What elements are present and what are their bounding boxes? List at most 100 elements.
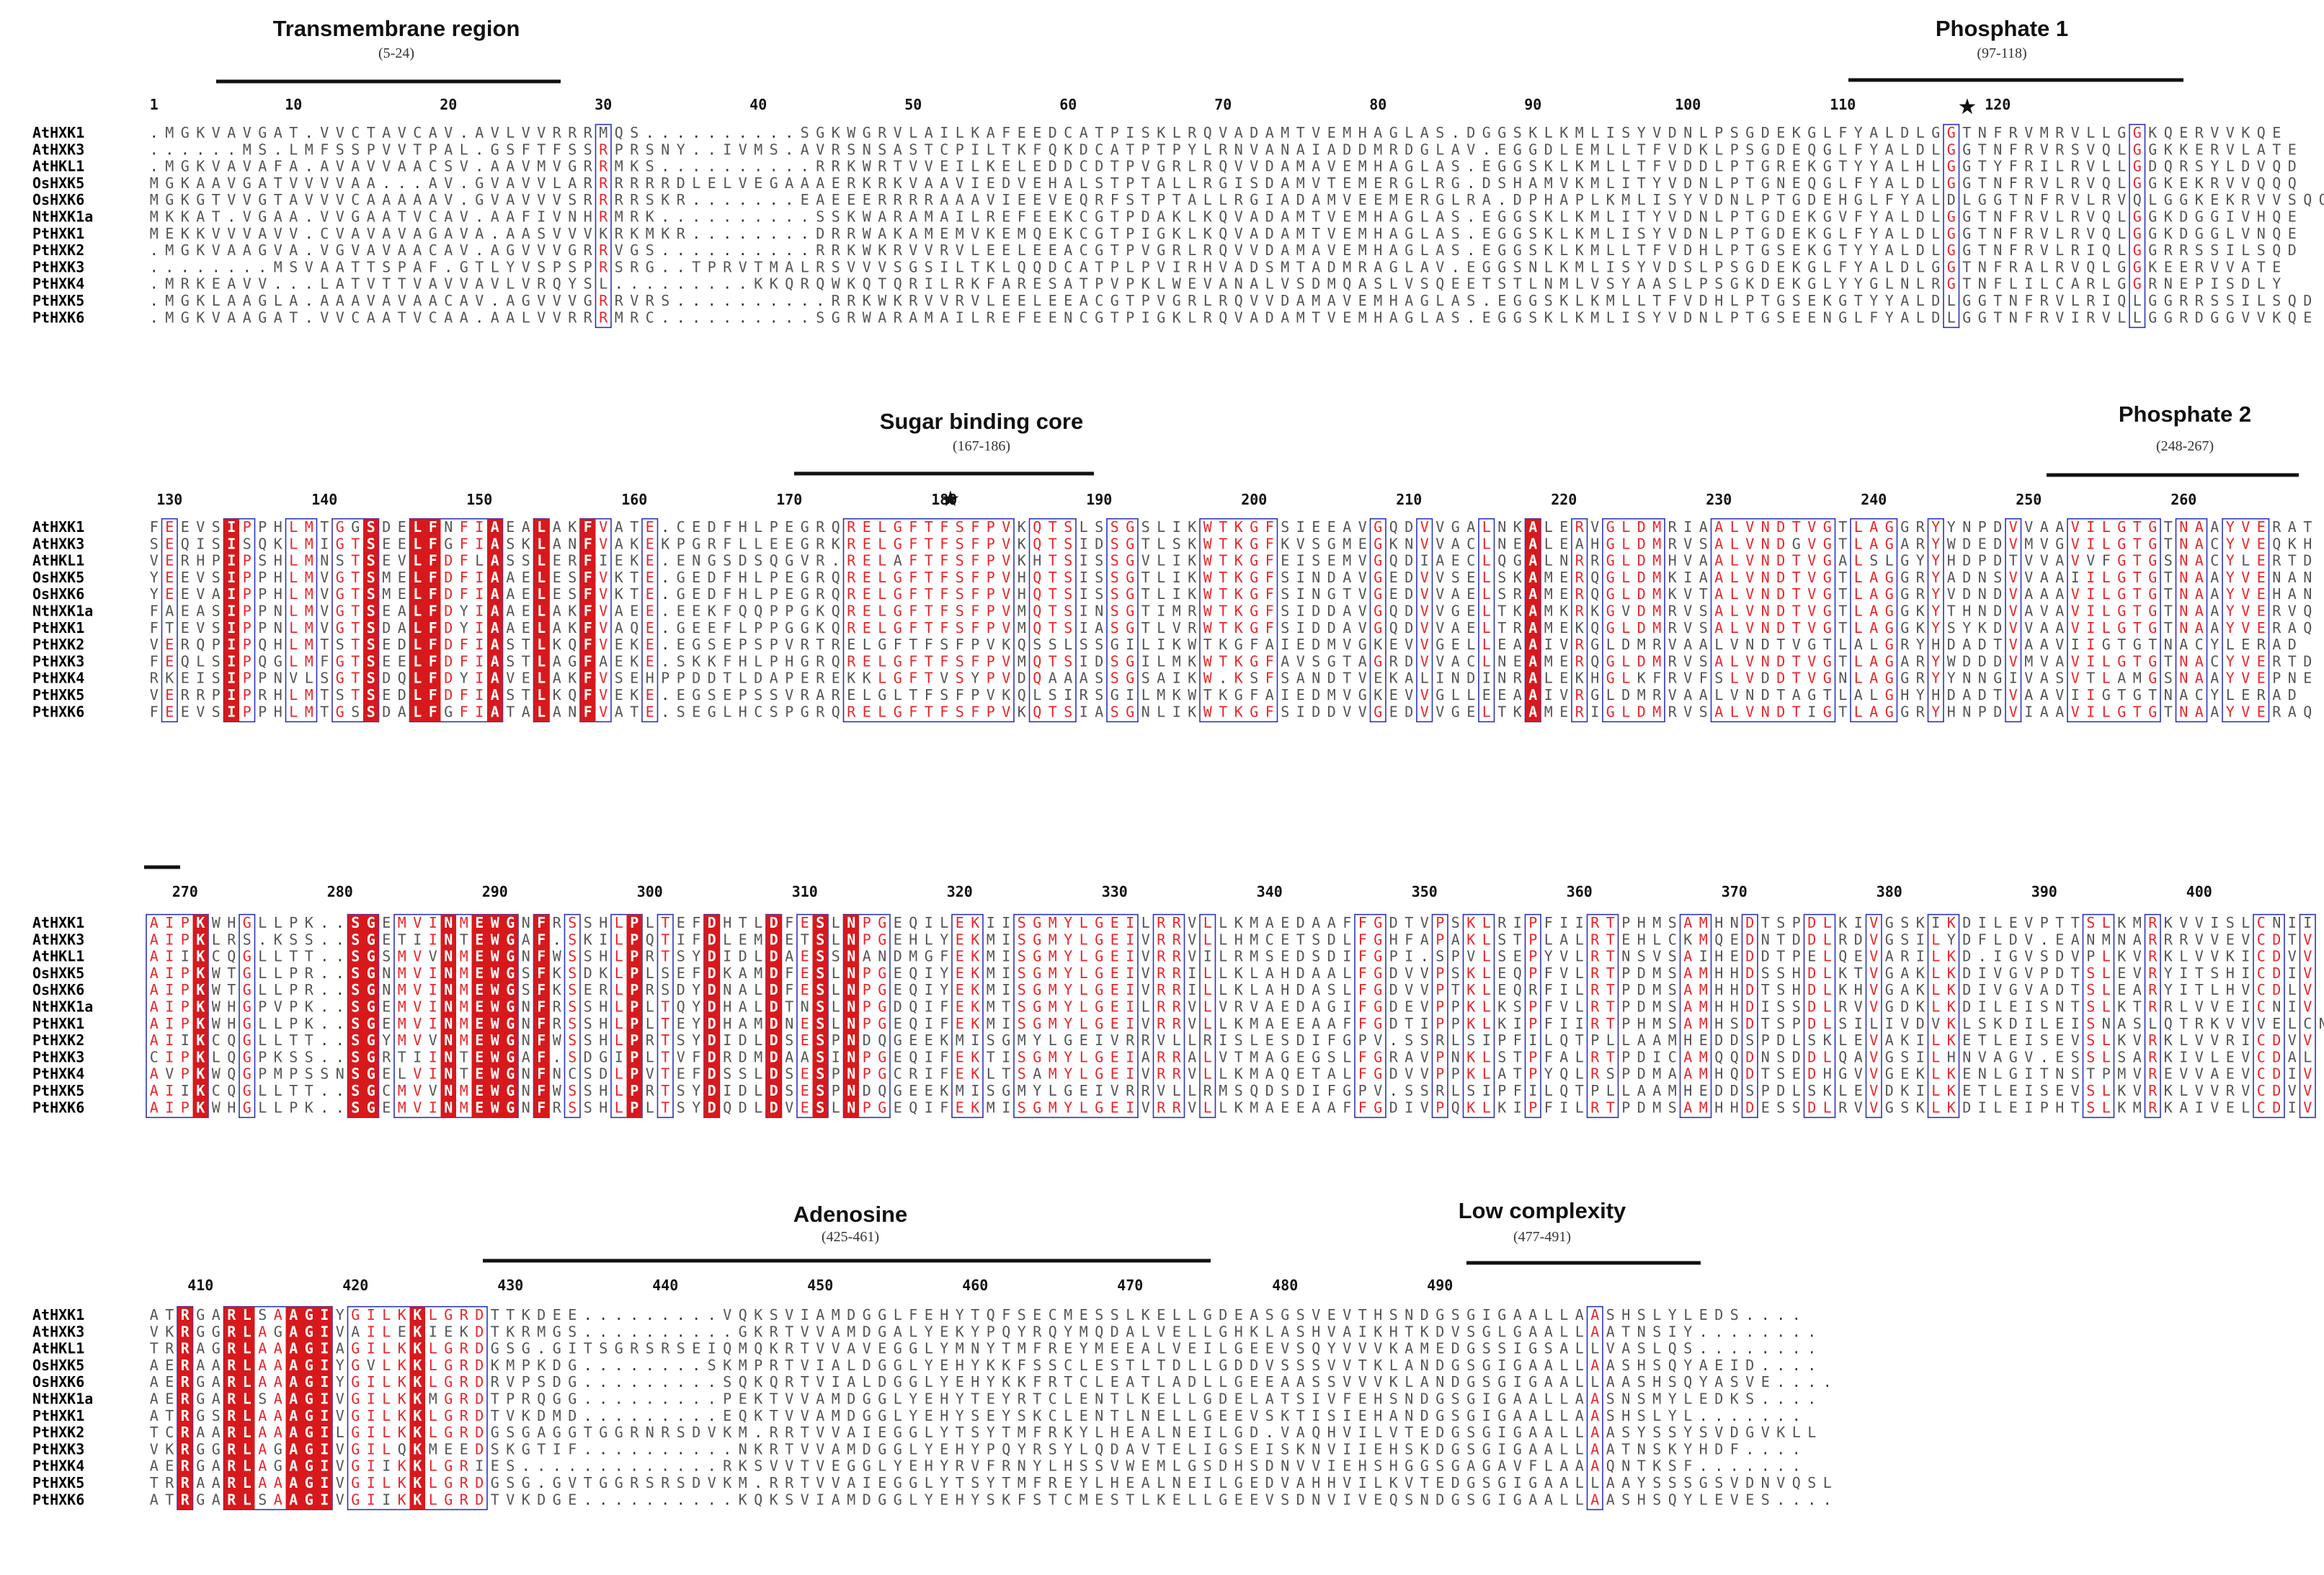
sequence-name: NtHXK1a [32, 1390, 93, 1408]
position-ruler-block1: 1 10 20 30 40 50 60 70 80 90 100 110 120 [150, 96, 2011, 113]
similarity-box [656, 913, 674, 1119]
sequence-name: PtHXK5 [32, 1082, 84, 1099]
similarity-box [2005, 518, 2022, 723]
position-number: 370 [1722, 883, 1748, 900]
annotation-label: Adenosine [793, 1202, 907, 1227]
position-number: 230 [1706, 491, 1732, 508]
identity-column [487, 518, 503, 722]
position-number: 140 [311, 491, 337, 508]
position-number: 410 [187, 1277, 213, 1294]
sequence-name: AtHXK3 [32, 931, 84, 948]
position-number: 130 [156, 491, 182, 508]
identity-column [316, 1306, 332, 1510]
position-number: 480 [1272, 1277, 1298, 1294]
sequence-name: PtHXK6 [32, 309, 84, 326]
similarity-box [1106, 518, 1139, 723]
similarity-box [951, 913, 984, 1119]
position-number: 10 [285, 96, 302, 113]
sequence-names-block3: AtHXK1AtHXK3AtHKL1OsHXK5OsHXK6NtHXK1aPtH… [32, 914, 93, 1116]
similarity-box [564, 913, 581, 1119]
sequence-name: OsHXK5 [32, 569, 84, 586]
similarity-box [1199, 913, 1216, 1119]
sequence-name: PtHXK4 [32, 670, 84, 687]
position-number: 180 [931, 491, 957, 508]
similarity-box [641, 518, 659, 723]
sequence-name: OsHXK5 [32, 1357, 84, 1374]
similarity-box [2299, 913, 2316, 1119]
identity-column [487, 914, 503, 1118]
similarity-box [285, 518, 318, 723]
similarity-box [1927, 518, 1944, 723]
sequence-name: OsHXK6 [32, 191, 84, 208]
position-number: 360 [1567, 883, 1593, 900]
identity-column [192, 914, 208, 1118]
position-number: 330 [1102, 883, 1128, 900]
identity-column [440, 914, 456, 1118]
sequence-name: AtHXK1 [32, 914, 84, 931]
identity-column [223, 1306, 239, 1510]
sequence-name: PtHXK1 [32, 619, 84, 636]
annotation-label: Phosphate 2 [2119, 401, 2251, 427]
position-number: 350 [1412, 883, 1438, 900]
similarity-box [1741, 913, 1758, 1119]
position-number: 320 [947, 883, 973, 900]
similarity-box [2222, 518, 2270, 723]
sequence-name: PtHXK4 [32, 1065, 84, 1083]
sequence-name: PtHXK1 [32, 1407, 84, 1424]
position-number: 460 [962, 1277, 988, 1294]
identity-column [812, 914, 828, 1118]
sequence-name: PtHXK6 [32, 1099, 84, 1116]
similarity-box [842, 518, 1015, 723]
position-number: 1 [150, 96, 159, 113]
identity-column [239, 1306, 255, 1510]
position-number: 300 [637, 883, 663, 900]
identity-column [533, 518, 549, 722]
position-number: 430 [497, 1277, 523, 1294]
identity-column [363, 518, 379, 722]
sequence-name: AtHKL1 [32, 1340, 84, 1357]
sequence-name: OsHXK5 [32, 964, 84, 982]
similarity-box [1710, 518, 1836, 723]
similarity-box [1586, 1305, 1603, 1511]
similarity-box [1478, 518, 1495, 723]
sequence-names-block2: AtHXK1AtHXK3AtHKL1OsHXK5OsHXK6NtHXK1aPtH… [32, 518, 93, 720]
sequence-names-block4: AtHXK1AtHXK3AtHKL1OsHXK5OsHXK6NtHXK1aPtH… [32, 1306, 93, 1508]
similarity-box [2253, 913, 2285, 1119]
sequence-name: PtHXK5 [32, 292, 84, 309]
similarity-box [1602, 518, 1665, 723]
position-number: 60 [1059, 96, 1077, 113]
similarity-box [1865, 913, 1882, 1119]
position-number: 420 [342, 1277, 368, 1294]
similarity-box [239, 913, 256, 1119]
similarity-box [2175, 518, 2208, 723]
identity-column [347, 914, 363, 1118]
position-number: 20 [440, 96, 457, 113]
sequence-name: PtHXK3 [32, 1440, 84, 1458]
identity-column [425, 518, 441, 722]
sequence-name: PtHXK6 [32, 1491, 84, 1508]
star-marker: ★ [1958, 94, 1977, 120]
